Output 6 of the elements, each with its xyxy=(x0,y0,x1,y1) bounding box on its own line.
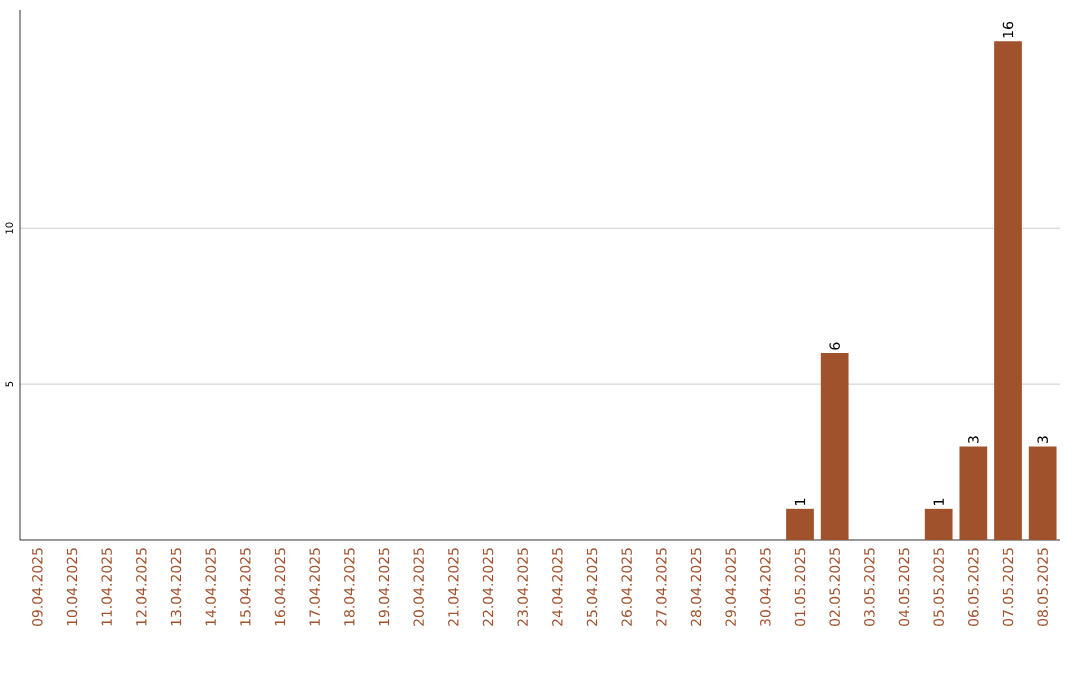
bar xyxy=(959,446,988,540)
bar xyxy=(924,508,953,540)
bar xyxy=(1028,446,1057,540)
bar xyxy=(994,41,1022,540)
bar xyxy=(786,508,814,540)
bar xyxy=(820,352,849,540)
